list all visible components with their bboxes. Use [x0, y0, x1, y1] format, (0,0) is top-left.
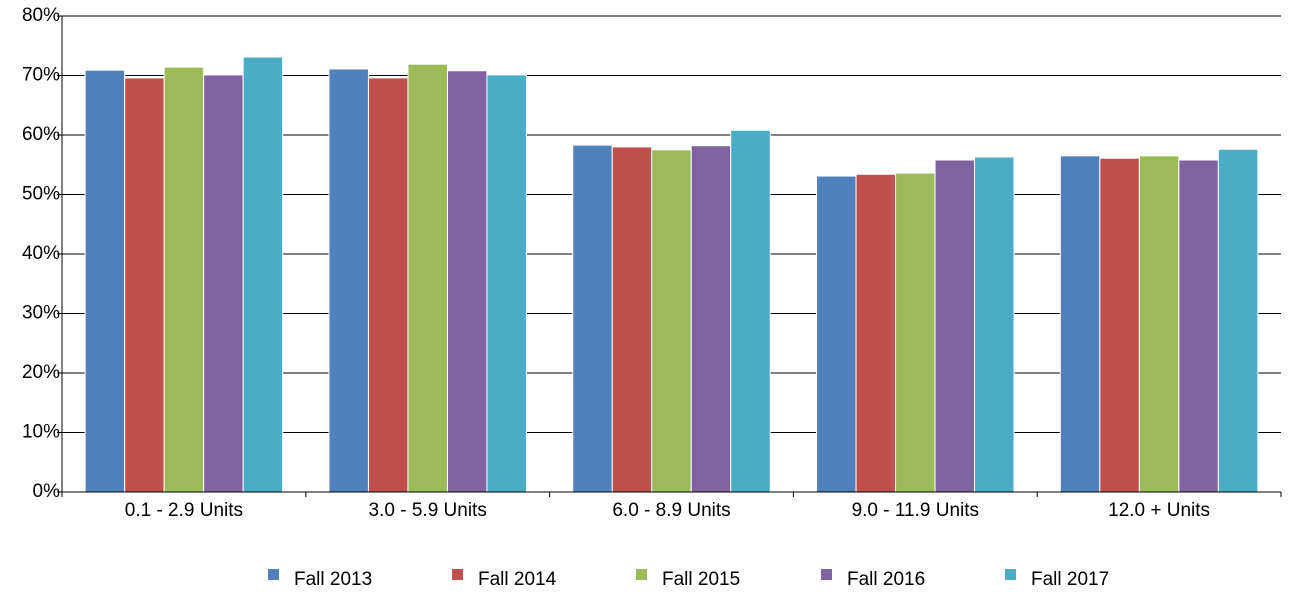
x-tick-label: 12.0 + Units [1108, 500, 1210, 521]
y-tick-label: 30% [22, 303, 60, 324]
bar [367, 77, 409, 493]
bar [1217, 148, 1259, 493]
y-tick-label: 60% [22, 124, 60, 145]
x-tick-label: 3.0 - 5.9 Units [369, 500, 487, 521]
bar [730, 129, 771, 493]
y-tick-label: 40% [22, 243, 60, 264]
x-tick-label: 6.0 - 8.9 Units [612, 500, 730, 521]
bar [1059, 155, 1101, 493]
legend-swatch [1005, 569, 1016, 580]
bar [446, 70, 488, 493]
legend-swatch [268, 569, 279, 580]
x-tick-label: 0.1 - 2.9 Units [125, 500, 243, 521]
legend-label: Fall 2015 [662, 569, 740, 590]
bar [84, 69, 126, 493]
bar [611, 146, 653, 493]
bar [1138, 155, 1180, 493]
x-tick-label: 9.0 - 11.9 Units [852, 500, 979, 521]
bar [1099, 157, 1140, 493]
bar [163, 66, 205, 493]
bar [1178, 159, 1219, 493]
legend-label: Fall 2017 [1031, 569, 1109, 590]
bar [486, 74, 527, 493]
legend-label: Fall 2013 [294, 569, 372, 590]
legend-swatch [821, 569, 832, 580]
bar [328, 68, 369, 493]
bar [572, 144, 613, 493]
bar [690, 145, 732, 493]
bar [651, 149, 692, 493]
bar [934, 159, 976, 493]
y-tick-label: 0% [33, 481, 61, 502]
bar [974, 156, 1015, 493]
bar [242, 56, 284, 493]
y-tick-label: 70% [22, 65, 60, 86]
bar [855, 173, 897, 493]
bar [816, 175, 857, 493]
y-tick-label: 10% [22, 422, 60, 443]
legend-swatch [452, 569, 463, 580]
bar [407, 63, 448, 493]
bar [124, 77, 165, 493]
y-tick-label: 20% [22, 362, 60, 383]
legend-label: Fall 2016 [847, 569, 925, 590]
y-tick-label: 50% [22, 184, 60, 205]
legend-swatch [636, 569, 647, 580]
bar [895, 172, 936, 493]
legend-label: Fall 2014 [478, 569, 557, 590]
y-tick-label: 80% [22, 5, 60, 26]
bar [203, 74, 244, 493]
